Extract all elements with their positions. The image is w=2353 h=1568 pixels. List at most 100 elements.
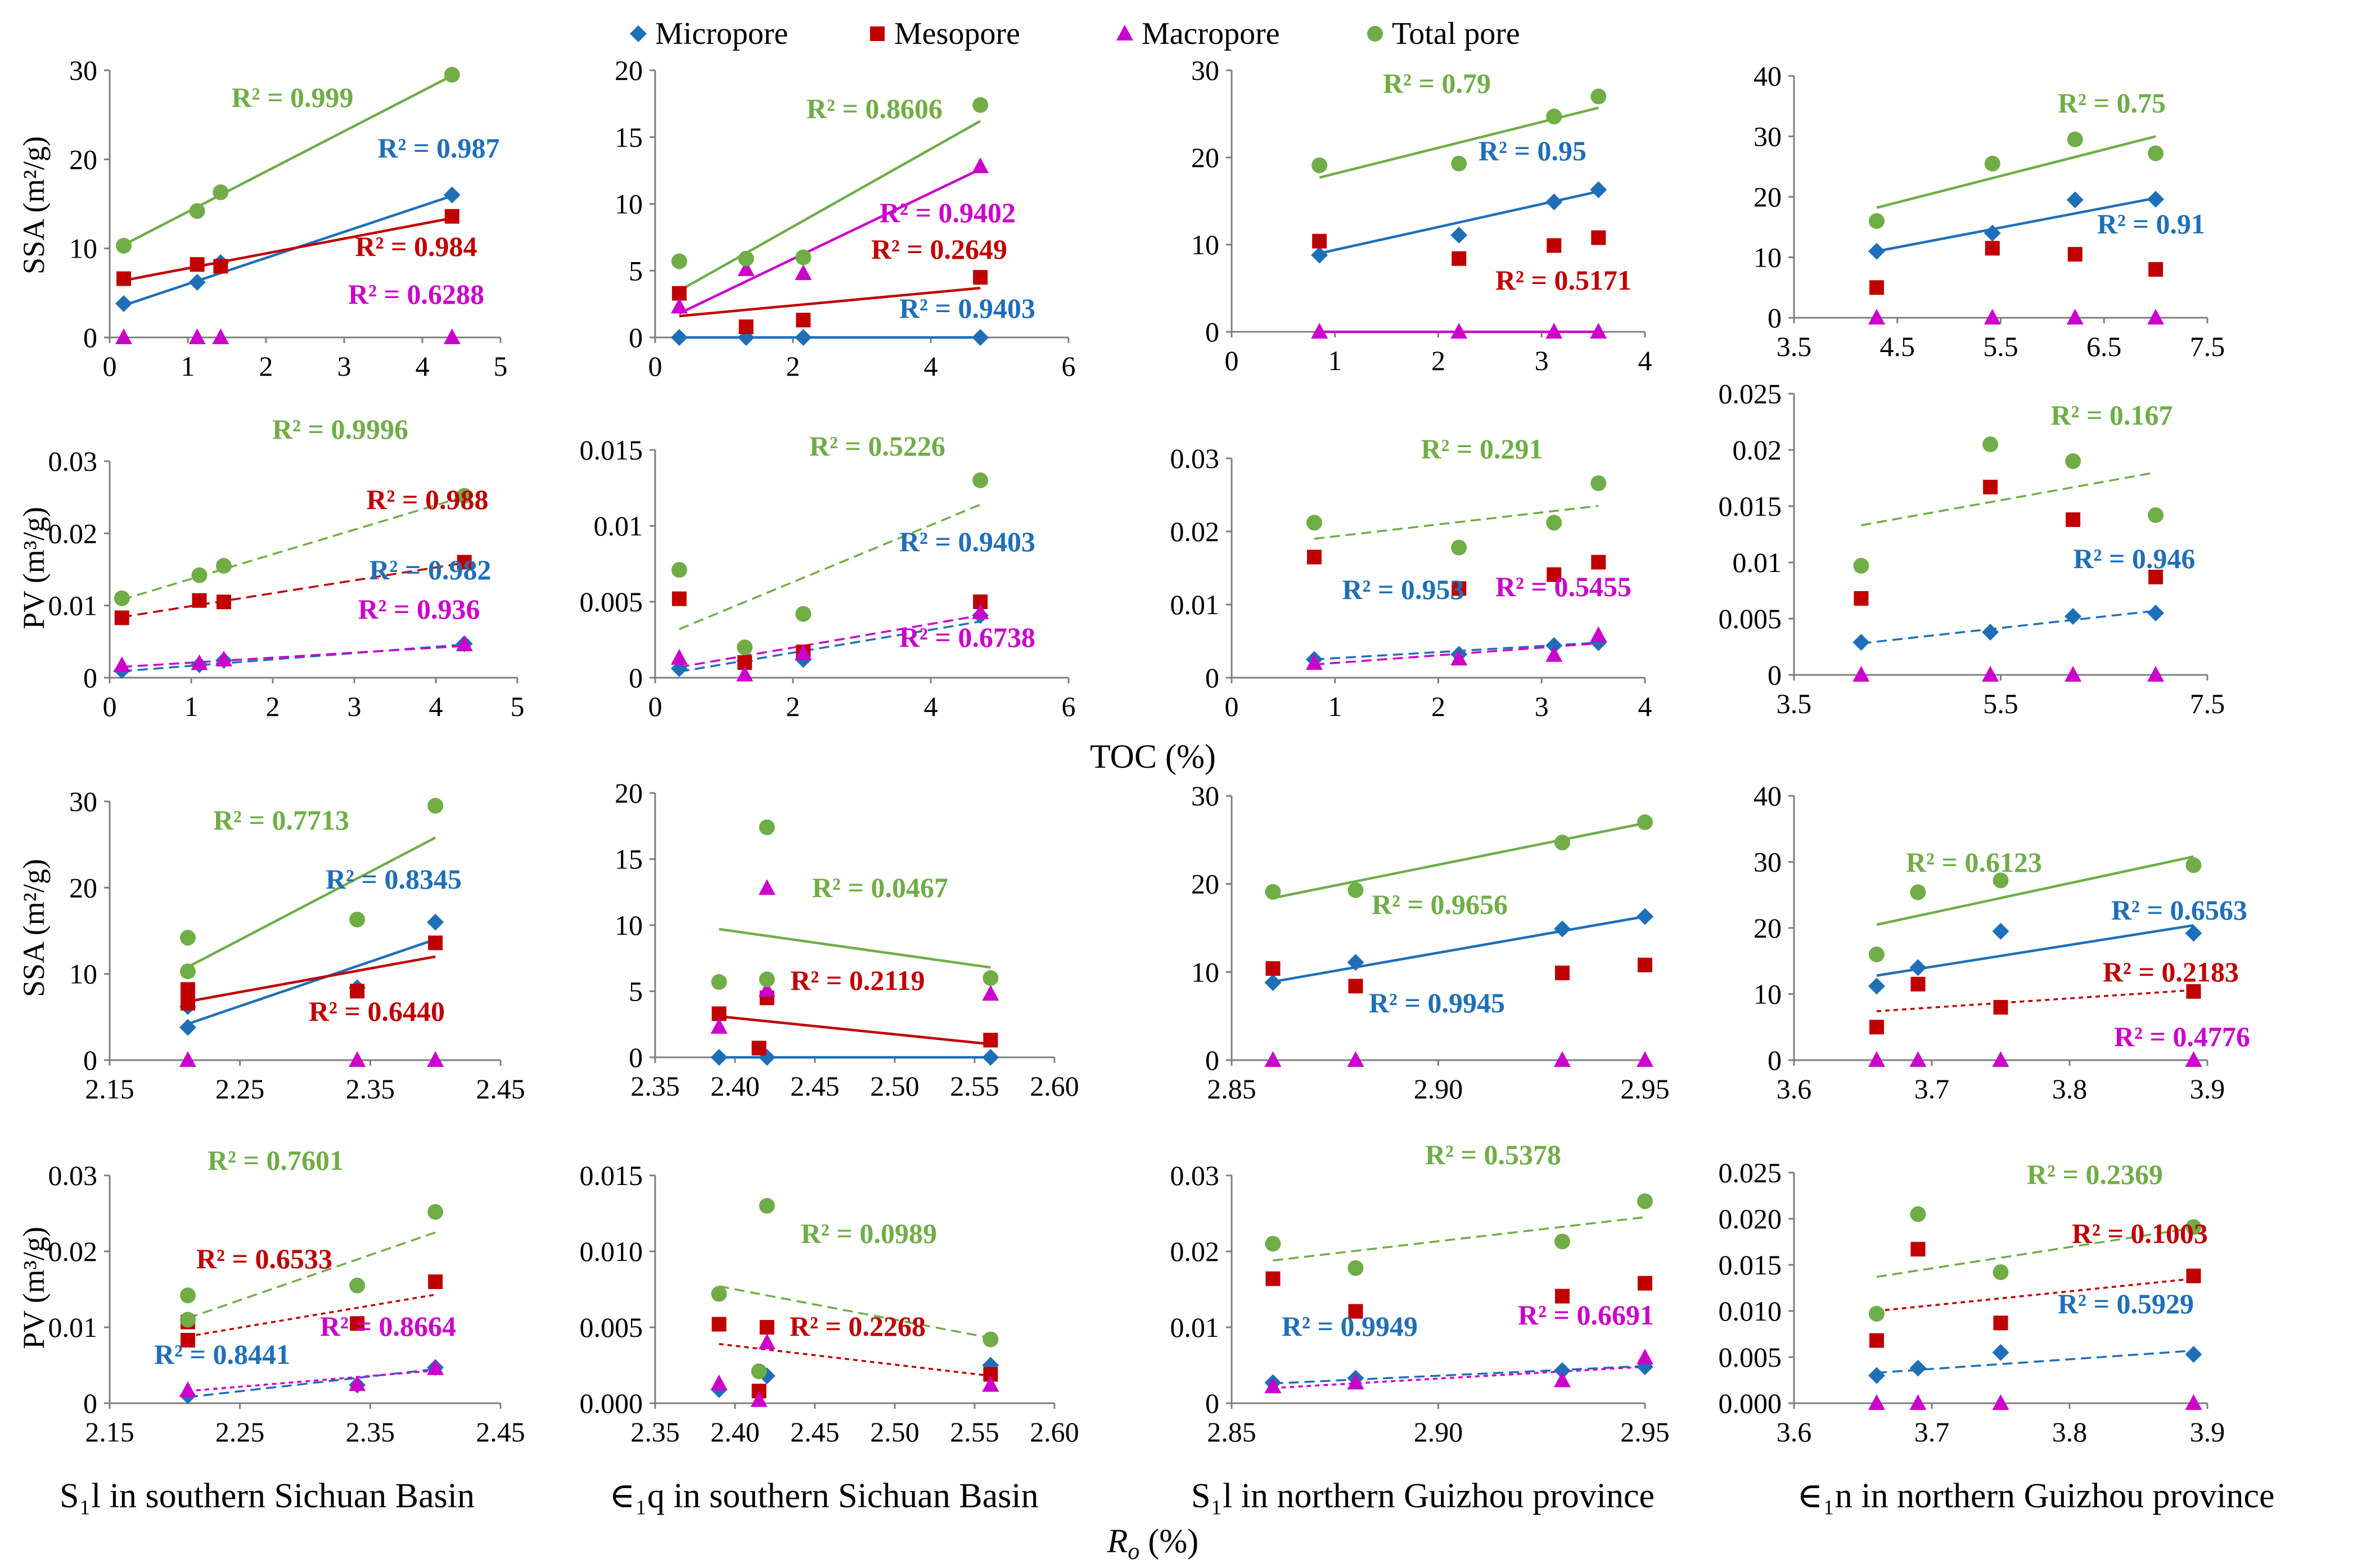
r2-label-micro: R² = 0.987 [377, 132, 499, 164]
x-tick-label: 5 [511, 691, 525, 722]
r2-label-macro: R² = 0.9402 [880, 197, 1016, 228]
x-tick-label: 2 [786, 350, 800, 382]
y-axis-title: PV (m³/g) [17, 507, 51, 629]
data-point-micro [1554, 1362, 1571, 1379]
y-tick-label: 0.02 [48, 517, 98, 549]
data-point-macro [1590, 626, 1607, 642]
data-point-meso [1983, 480, 1998, 494]
y-tick-label: 0.000 [580, 1387, 643, 1419]
data-point-meso [2148, 262, 2163, 277]
data-point-total [759, 819, 775, 836]
r2-label-total: R² = 0.7713 [213, 804, 349, 836]
x-tick-label: 2.25 [215, 1416, 265, 1448]
data-point-micro [2185, 925, 2202, 942]
data-point-macro [2185, 1051, 2202, 1067]
x-tick-label: 2.90 [1414, 1073, 1463, 1105]
r2-label-meso: R² = 0.1003 [2072, 1218, 2208, 1249]
x-tick-label: 4 [924, 350, 938, 382]
data-point-total [1910, 1206, 1926, 1222]
x-tick-label: 2.55 [950, 1070, 999, 1102]
r2-label-macro: R² = 0.5455 [1495, 571, 1631, 602]
y-tick-label: 0.005 [1719, 1341, 1782, 1373]
data-point-total [1347, 882, 1364, 898]
y-tick-label: 15 [615, 121, 643, 153]
y-tick-label: 0.01 [1170, 589, 1220, 620]
r2-label-macro: R² = 0.936 [358, 593, 480, 625]
x-tick-label: 0 [103, 350, 117, 382]
y-tick-label: 0 [629, 662, 643, 693]
x-tick-label: 2.35 [346, 1416, 395, 1448]
data-point-macro [1554, 1051, 1571, 1067]
y-tick-label: 0.02 [1733, 434, 1782, 466]
data-point-meso [2148, 570, 2163, 584]
data-point-macro [191, 654, 208, 670]
trendline-total [719, 927, 991, 969]
data-point-total [1306, 515, 1322, 531]
data-point-meso [1547, 238, 1562, 253]
panel-pv-toc-1: 0 0.005 0.01 0.015 0 2 4 6 R² = 0.9403 R² = 0.673… [580, 430, 1076, 722]
trendline-micro [1273, 1365, 1646, 1385]
trendline-total [187, 1231, 436, 1319]
x-tick-label: 3.6 [1777, 1416, 1812, 1448]
panel-pv-ro-3: 0.000 0.005 0.010 0.015 0.020 0.025 3.6 3.7 3.8 3… [1719, 1157, 2225, 1448]
data-point-total [738, 250, 754, 267]
y-tick-label: 0 [83, 322, 97, 353]
trendline-micro [123, 195, 453, 307]
trendline-macro [678, 168, 981, 315]
data-point-micro [972, 329, 989, 346]
y-tick-label: 0 [629, 1042, 643, 1073]
data-point-macro [1868, 1051, 1885, 1067]
data-point-total [2065, 453, 2081, 469]
data-point-macro [1868, 309, 1885, 325]
legend: Micropore Mesopore Macropore Total pore [630, 16, 1520, 51]
data-point-macro [2147, 309, 2165, 325]
data-point-macro [188, 328, 206, 344]
data-point-total [1993, 872, 2009, 889]
data-point-meso [217, 594, 231, 610]
column-label-1: ∈₁q in southern Sichuan Basin [609, 1477, 1038, 1515]
panel-ssa-toc-1: 0 5 10 15 20 0 2 4 6 R² = 0.9403 R² = 0.2649 R² = 0… [615, 55, 1076, 382]
data-point-meso [428, 1274, 443, 1289]
data-point-total [427, 1204, 444, 1220]
data-point-micro [1450, 226, 1468, 244]
y-tick-label: 0 [1768, 659, 1782, 691]
x-tick-label: 4 [1638, 691, 1652, 722]
data-point-meso [1348, 1304, 1363, 1319]
y-tick-label: 40 [1754, 60, 1782, 92]
y-tick-label: 0.025 [1719, 378, 1782, 409]
data-point-total [737, 639, 753, 655]
data-point-micro [1909, 959, 1927, 976]
trendline-micro [1861, 610, 2156, 645]
x-tick-label: 2.35 [346, 1073, 395, 1105]
x-tick-label: 3.6 [1777, 1073, 1812, 1105]
data-point-total [1265, 884, 1281, 900]
trendline-total [679, 503, 981, 630]
data-point-meso [711, 1317, 727, 1332]
panel-pv-toc-3: 0 0.005 0.01 0.015 0.02 0.025 3.5 5.5 7.5 R² = 0.… [1719, 378, 2225, 719]
data-point-macro [1347, 1051, 1364, 1067]
y-tick-label: 20 [615, 777, 643, 809]
x-tick-label: 2.95 [1620, 1073, 1670, 1105]
data-point-macro [670, 648, 688, 665]
y-tick-label: 0.010 [1719, 1295, 1782, 1327]
data-point-macro [443, 328, 461, 344]
x-tick-label: 2.45 [476, 1073, 525, 1105]
x-tick-label: 2.40 [710, 1070, 760, 1102]
x-tick-label: 3.9 [2190, 1073, 2225, 1105]
data-point-total [982, 970, 999, 986]
data-point-total [180, 963, 196, 980]
data-point-meso [2186, 1268, 2201, 1283]
y-tick-label: 30 [1754, 846, 1782, 878]
x-tick-label: 4 [416, 350, 430, 382]
r2-label-meso: R² = 0.2119 [790, 965, 925, 996]
x-tick-label: 2.55 [950, 1416, 999, 1448]
data-point-meso [457, 555, 472, 570]
column-label-3: ∈₁n in northern Guizhou province [1797, 1477, 2274, 1515]
trendline-meso [719, 1342, 991, 1377]
data-point-total [213, 184, 229, 200]
data-point-total [795, 249, 812, 265]
data-point-micro [2066, 191, 2084, 209]
y-tick-label: 0.01 [594, 510, 643, 542]
r2-label-meso: R² = 0.2183 [2103, 956, 2239, 988]
data-point-macro [795, 264, 812, 280]
